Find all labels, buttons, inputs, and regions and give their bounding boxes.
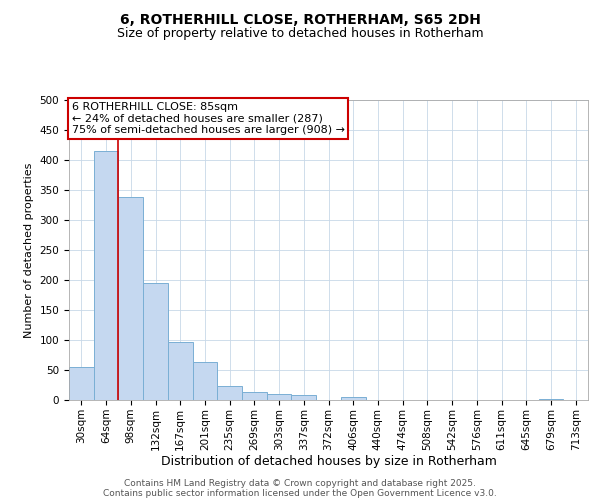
Bar (168, 342, 193, 400)
Bar (69, 367, 94, 400)
Text: Contains HM Land Registry data © Crown copyright and database right 2025.: Contains HM Land Registry data © Crown c… (124, 478, 476, 488)
Bar (118, 197, 143, 400)
Bar (193, 362, 217, 400)
Text: 6 ROTHERHILL CLOSE: 85sqm
← 24% of detached houses are smaller (287)
75% of semi: 6 ROTHERHILL CLOSE: 85sqm ← 24% of detac… (71, 102, 344, 134)
Bar (143, 283, 168, 400)
Bar (242, 392, 267, 400)
Text: Contains public sector information licensed under the Open Government Licence v3: Contains public sector information licen… (103, 488, 497, 498)
Bar (292, 394, 316, 400)
Bar (341, 397, 365, 400)
Text: Size of property relative to detached houses in Rotherham: Size of property relative to detached ho… (116, 28, 484, 40)
Bar (94, 151, 118, 400)
Text: 6, ROTHERHILL CLOSE, ROTHERHAM, S65 2DH: 6, ROTHERHILL CLOSE, ROTHERHAM, S65 2DH (119, 12, 481, 26)
Bar (217, 386, 242, 400)
Bar (267, 394, 292, 400)
Y-axis label: Number of detached properties: Number of detached properties (24, 162, 34, 338)
X-axis label: Distribution of detached houses by size in Rotherham: Distribution of detached houses by size … (161, 456, 496, 468)
